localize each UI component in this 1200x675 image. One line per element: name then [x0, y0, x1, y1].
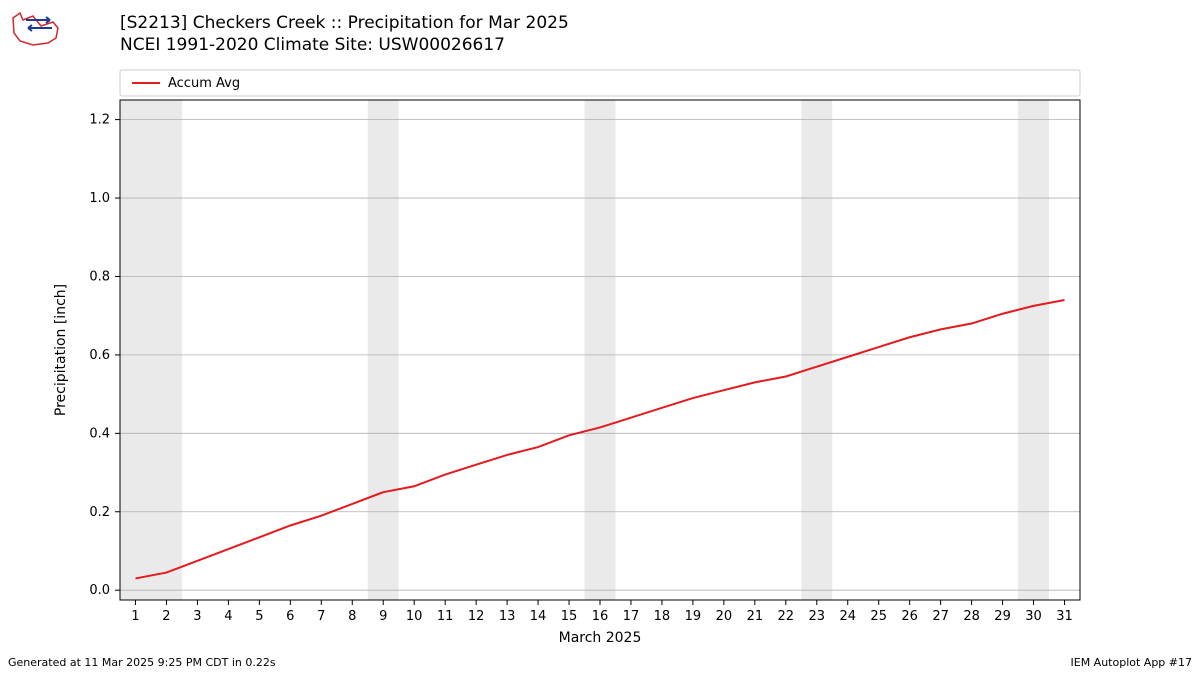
xtick-label: 11 [437, 609, 454, 624]
weekend-band [1018, 100, 1049, 600]
xtick-label: 28 [963, 609, 980, 624]
xtick-label: 6 [286, 609, 294, 624]
xtick-label: 8 [348, 609, 356, 624]
weekend-band [801, 100, 832, 600]
weekend-band [120, 100, 182, 600]
xtick-label: 4 [224, 609, 232, 624]
xtick-label: 31 [1056, 609, 1073, 624]
ytick-label: 0.2 [89, 505, 110, 520]
weekend-band [585, 100, 616, 600]
xtick-label: 27 [932, 609, 949, 624]
xtick-label: 2 [162, 609, 170, 624]
xtick-label: 24 [839, 609, 856, 624]
legend-box [120, 70, 1080, 96]
xtick-label: 21 [747, 609, 764, 624]
xtick-label: 17 [623, 609, 640, 624]
xtick-label: 20 [716, 609, 733, 624]
xtick-label: 1 [131, 609, 139, 624]
ytick-label: 0.6 [89, 348, 110, 363]
xtick-label: 16 [592, 609, 609, 624]
xtick-label: 12 [468, 609, 485, 624]
xtick-label: 14 [530, 609, 547, 624]
xtick-label: 15 [561, 609, 578, 624]
xtick-label: 9 [379, 609, 387, 624]
xtick-label: 7 [317, 609, 325, 624]
xlabel: March 2025 [559, 630, 642, 646]
precipitation-chart: 0.00.20.40.60.81.01.21234567891011121314… [0, 0, 1200, 675]
footer-generated: Generated at 11 Mar 2025 9:25 PM CDT in … [8, 656, 276, 669]
xtick-label: 26 [901, 609, 918, 624]
ytick-label: 1.2 [89, 113, 110, 128]
xtick-label: 19 [685, 609, 702, 624]
ytick-label: 0.8 [89, 269, 110, 284]
legend-label: Accum Avg [168, 76, 240, 91]
xtick-label: 10 [406, 609, 423, 624]
ytick-label: 1.0 [89, 191, 110, 206]
xtick-label: 18 [654, 609, 671, 624]
xtick-label: 22 [778, 609, 795, 624]
weekend-band [368, 100, 399, 600]
xtick-label: 29 [994, 609, 1011, 624]
ylabel: Precipitation [inch] [53, 284, 69, 416]
chart-container: [S2213] Checkers Creek :: Precipitation … [0, 0, 1200, 675]
footer-appid: IEM Autoplot App #17 [1071, 656, 1193, 669]
xtick-label: 5 [255, 609, 263, 624]
xtick-label: 30 [1025, 609, 1042, 624]
ytick-label: 0.0 [89, 583, 110, 598]
xtick-label: 25 [870, 609, 887, 624]
xtick-label: 23 [809, 609, 826, 624]
xtick-label: 3 [193, 609, 201, 624]
xtick-label: 13 [499, 609, 516, 624]
ytick-label: 0.4 [89, 426, 110, 441]
